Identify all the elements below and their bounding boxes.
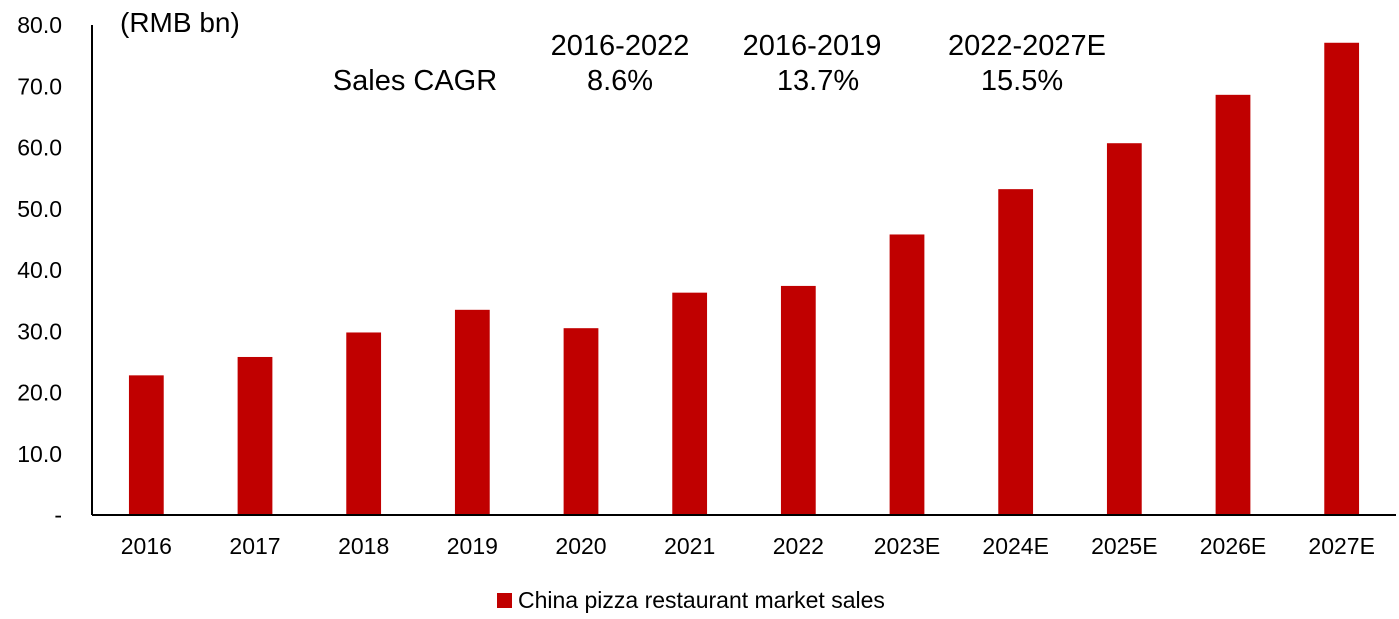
legend-label: China pizza restaurant market sales (518, 586, 885, 613)
y-tick-label: 60.0 (17, 135, 62, 161)
x-tick-label: 2025E (1091, 533, 1158, 559)
bar (128, 375, 164, 515)
x-tick-label: 2021 (664, 533, 715, 559)
y-axis-ticks: - 10.0 20.0 30.0 40.0 50.0 60.0 70.0 80.0 (17, 12, 62, 528)
legend: China pizza restaurant market sales (497, 585, 885, 615)
y-tick-label: 30.0 (17, 318, 62, 344)
x-tick-label: 2016 (121, 533, 172, 559)
cagr-value-1: 8.6% (586, 65, 654, 97)
bar (998, 189, 1034, 515)
x-tick-label: 2019 (447, 533, 498, 559)
bar (1215, 94, 1251, 515)
bar (346, 332, 382, 515)
y-tick-label: - (54, 502, 62, 528)
cagr-label: Sales CAGR (332, 65, 498, 97)
x-tick-label: 2024E (982, 533, 1049, 559)
x-tick-label: 2023E (874, 533, 941, 559)
bar (672, 292, 708, 515)
x-tick-label: 2017 (229, 533, 280, 559)
bar (237, 356, 273, 515)
cagr-period-2: 2016-2019 (742, 30, 882, 62)
bar (1324, 42, 1360, 515)
x-tick-label: 2026E (1200, 533, 1267, 559)
legend-swatch (497, 592, 512, 608)
bar (454, 309, 490, 515)
cagr-value-2: 13.7% (776, 65, 860, 97)
x-tick-label: 2027E (1308, 533, 1375, 559)
bar (563, 328, 599, 515)
bars (128, 42, 1360, 515)
cagr-value-3: 15.5% (980, 65, 1064, 97)
y-tick-label: 20.0 (17, 380, 62, 406)
cagr-period-3: 2022-2027E (947, 30, 1107, 62)
y-tick-label: 70.0 (17, 73, 62, 99)
unit-label: (RMB bn) (120, 7, 240, 38)
bar (780, 285, 816, 515)
y-tick-label: 10.0 (17, 441, 62, 467)
cagr-period-1: 2016-2022 (550, 30, 690, 62)
y-tick-label: 50.0 (17, 196, 62, 222)
x-axis-ticks: 2016 2017 2018 2019 2020 2021 2022 2023E 2024E 20… (121, 533, 1375, 559)
y-tick-label: 40.0 (17, 257, 62, 283)
bar (889, 234, 925, 515)
x-tick-label: 2020 (555, 533, 606, 559)
bar (1106, 143, 1142, 515)
x-tick-label: 2022 (773, 533, 824, 559)
y-tick-label: 80.0 (17, 12, 62, 38)
x-tick-label: 2018 (338, 533, 389, 559)
